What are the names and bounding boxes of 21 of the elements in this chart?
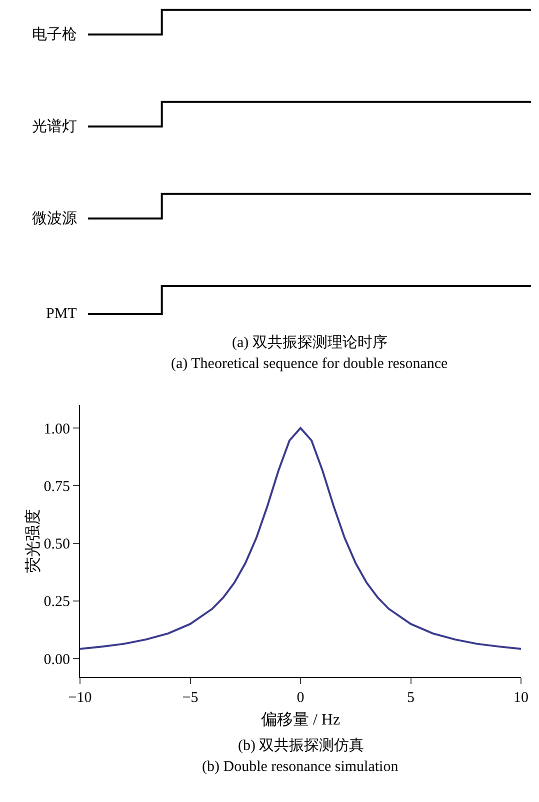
x-axis-title: 偏移量 / Hz [260,710,340,729]
x-tick-label: 10 [514,690,528,706]
series-label: PMT [46,306,77,322]
x-tick-label: −10 [68,690,92,706]
y-axis-title: 荧光强度 [24,509,42,573]
text: (a) 双共振探测理论时序 [232,334,388,351]
text: (a) Theoretical sequence for double resonance [171,356,448,372]
x-tick-label: 5 [407,690,414,706]
text: (b) 双共振探测仿真 [238,737,364,754]
y-tick-label: 0.50 [44,536,70,553]
series-label: 光谱灯 [32,118,77,135]
y-tick-label: 0.00 [44,652,70,668]
y-tick-label: 0.75 [44,478,70,495]
y-tick-label: 0.25 [44,594,70,610]
x-tick-label: −5 [182,690,198,706]
series-label: 微波源 [32,210,77,227]
series-label: 电子枪 [32,26,77,43]
x-tick-label: 0 [296,690,304,706]
y-tick-label: 1.00 [44,421,70,438]
text: (b) Double resonance simulation [202,759,399,775]
line-series [80,427,521,650]
